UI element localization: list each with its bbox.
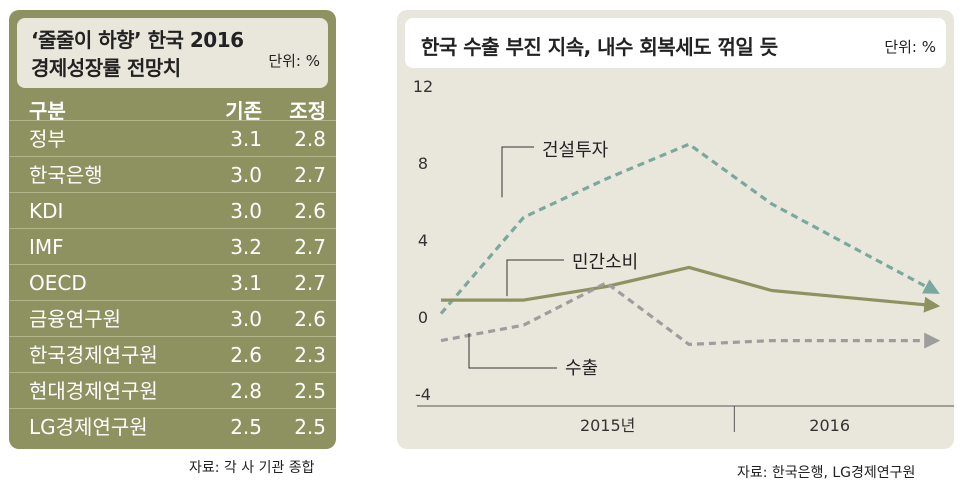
row-previous-value: 2.6 bbox=[230, 343, 262, 367]
row-previous-value: 3.0 bbox=[230, 199, 262, 223]
table-title-line2: 경제성장률 전망치 bbox=[31, 56, 181, 80]
x-label-2015: 2015년 bbox=[580, 416, 635, 435]
chart-source: 자료: 한국은행, LG경제연구원 bbox=[737, 465, 916, 481]
y-tick-label: 12 bbox=[413, 77, 433, 96]
forecast-table-panel: ‘줄줄이 하향’ 한국 2016 경제성장률 전망치 단위: % 구분 기존 조… bbox=[9, 10, 336, 449]
table-row: 현대경제연구원 2.8 2.5 bbox=[9, 372, 336, 409]
row-previous-value: 3.1 bbox=[230, 127, 262, 151]
row-name: 한국경제연구원 bbox=[29, 343, 158, 367]
chart-title-box: 한국 수출 부진 지속, 내수 회복세도 꺾일 듯 단위: % bbox=[405, 18, 946, 68]
y-tick-label: 4 bbox=[418, 231, 428, 250]
construction-investment-label: 건설투자 bbox=[542, 140, 609, 161]
chart-unit-label: 단위: % bbox=[884, 38, 936, 56]
table-row: KDI 3.0 2.6 bbox=[9, 192, 336, 229]
table-row: 정부 3.1 2.8 bbox=[9, 120, 336, 157]
table-title-box: ‘줄줄이 하향’ 한국 2016 경제성장률 전망치 단위: % bbox=[17, 18, 328, 88]
y-tick-label: -4 bbox=[415, 385, 431, 404]
row-adjusted-value: 2.6 bbox=[294, 199, 326, 223]
private-consumption-line bbox=[441, 265, 941, 313]
table-row: LG경제연구원 2.5 2.5 bbox=[9, 408, 336, 445]
row-previous-value: 3.0 bbox=[230, 163, 262, 187]
line-chart-panel: 한국 수출 부진 지속, 내수 회복세도 꺾일 듯 단위: % 12 8 4 0 -4 2… bbox=[397, 10, 954, 449]
row-adjusted-value: 2.8 bbox=[294, 127, 326, 151]
row-name: LG경제연구원 bbox=[29, 415, 148, 439]
header-adjusted: 조정 bbox=[289, 99, 326, 123]
private-consumption-label-leader bbox=[506, 259, 564, 297]
row-adjusted-value: 2.6 bbox=[294, 307, 326, 331]
row-adjusted-value: 2.3 bbox=[294, 343, 326, 367]
header-category: 구분 bbox=[29, 99, 66, 123]
construction-investment-line bbox=[439, 142, 940, 315]
header-previous: 기존 bbox=[225, 99, 262, 123]
row-adjusted-value: 2.5 bbox=[294, 415, 326, 439]
construction-investment-label-leader bbox=[501, 146, 534, 198]
row-name: OECD bbox=[29, 271, 87, 295]
row-previous-value: 3.1 bbox=[230, 271, 262, 295]
table-row: 한국경제연구원 2.6 2.3 bbox=[9, 336, 336, 373]
table-row: IMF 3.2 2.7 bbox=[9, 228, 336, 265]
private-consumption-label: 민간소비 bbox=[572, 252, 638, 273]
row-previous-value: 2.8 bbox=[230, 379, 262, 403]
table-row: 금융연구원 3.0 2.6 bbox=[9, 300, 336, 337]
table-row: OECD 3.1 2.7 bbox=[9, 264, 336, 301]
y-tick-label: 8 bbox=[418, 154, 428, 173]
row-previous-value: 3.0 bbox=[230, 307, 262, 331]
x-label-2016: 2016 bbox=[809, 416, 850, 435]
row-previous-value: 2.5 bbox=[230, 415, 262, 439]
exports-label: 수출 bbox=[565, 358, 598, 379]
row-adjusted-value: 2.7 bbox=[294, 235, 326, 259]
table-source: 자료: 각 사 기관 종합 bbox=[189, 460, 315, 476]
exports-line bbox=[440, 281, 941, 349]
row-adjusted-value: 2.7 bbox=[294, 271, 326, 295]
table-title-line1: ‘줄줄이 하향’ 한국 2016 bbox=[31, 28, 244, 52]
y-tick-label: 0 bbox=[418, 308, 428, 327]
row-name: KDI bbox=[29, 199, 64, 223]
row-name: 금융연구원 bbox=[29, 307, 121, 331]
table-row: 한국은행 3.0 2.7 bbox=[9, 156, 336, 193]
row-name: 정부 bbox=[29, 127, 66, 151]
table-header-row: 구분 기존 조정 bbox=[9, 93, 336, 129]
row-adjusted-value: 2.5 bbox=[294, 379, 326, 403]
row-name: IMF bbox=[29, 235, 64, 259]
row-name: 한국은행 bbox=[29, 163, 103, 187]
row-previous-value: 3.2 bbox=[230, 235, 262, 259]
row-name: 현대경제연구원 bbox=[29, 379, 158, 403]
chart-title: 한국 수출 부진 지속, 내수 회복세도 꺾일 듯 bbox=[421, 35, 778, 59]
table-unit-label: 단위: % bbox=[268, 52, 320, 70]
row-adjusted-value: 2.7 bbox=[294, 163, 326, 187]
exports-label-leader bbox=[468, 333, 557, 369]
